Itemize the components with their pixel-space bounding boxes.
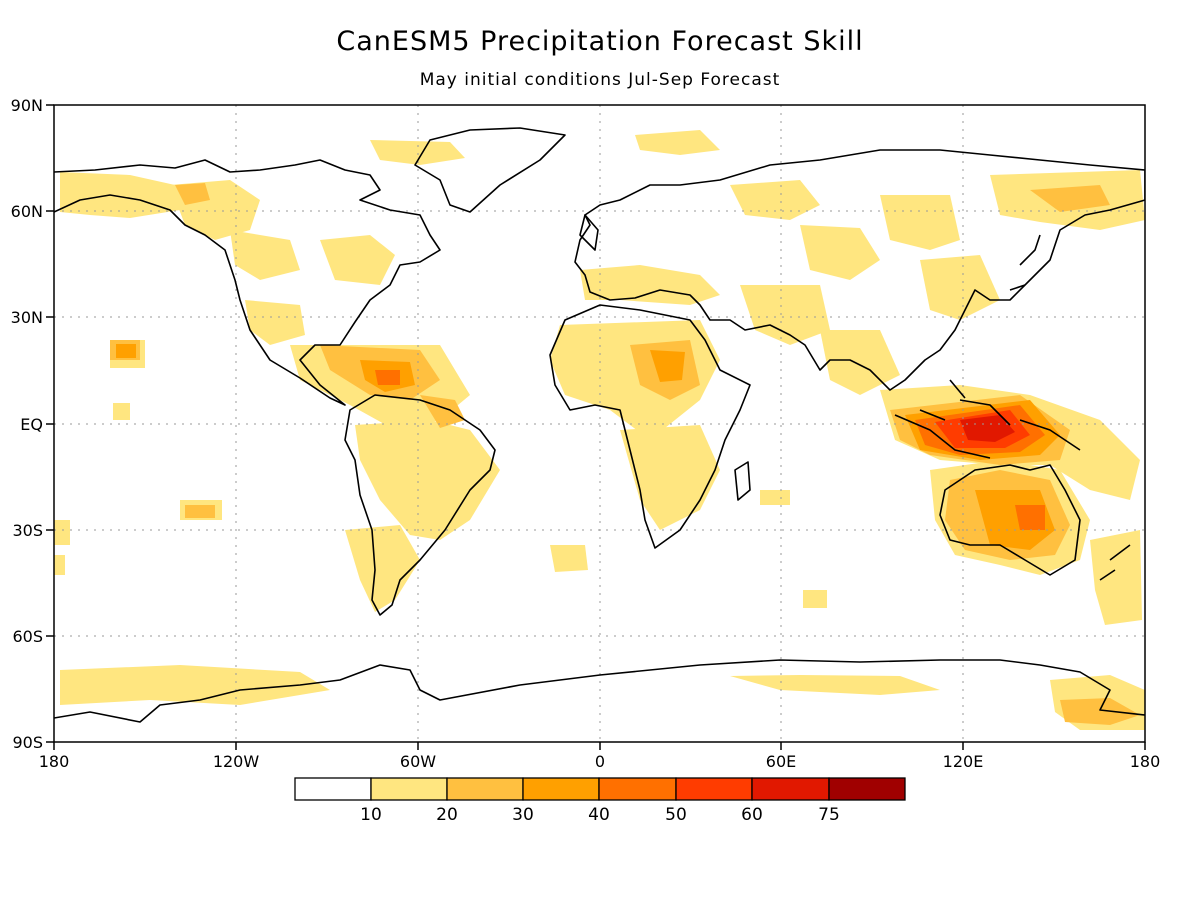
skill-patch [620,425,720,530]
lat-label: EQ [20,415,43,434]
lon-labels: 180 120W 60W 0 60E 120E 180 [39,752,1161,771]
coast-eurasia [574,149,1145,391]
skill-patch [550,545,588,572]
graticule [54,105,1145,742]
coast-nz [1099,544,1131,581]
skill-patch [635,130,720,155]
colorbar-label: 60 [741,805,763,825]
lon-label: 60W [400,752,436,771]
skill-patch [730,675,940,695]
skill-patch [60,172,180,218]
skill-shading [54,130,1145,730]
lat-labels: 90N 60N 30N EQ 30S 60S 90S [11,96,43,752]
colorbar-swatch [598,777,677,801]
skill-patch [320,235,395,285]
colorbar-label: 30 [512,805,534,825]
coast-australia [939,464,1081,576]
skill-patch [245,300,305,345]
map-subtitle: May initial conditions Jul-Sep Forecast [419,70,781,90]
lon-label: 60E [766,752,796,771]
skill-patch [580,265,720,305]
lon-label: 180 [1130,752,1161,771]
axis-ticks [46,104,1146,750]
coast-japan [1009,234,1041,291]
lat-label: 30N [11,308,43,327]
skill-patch [1030,185,1110,212]
coast-south-america [344,394,496,616]
skill-patch [54,555,65,575]
skill-patch [116,344,136,358]
coast-uk [579,214,599,251]
coastlines [54,127,1145,723]
coast-madagascar [734,461,751,501]
skill-patch [60,665,330,705]
lat-label: 30S [12,521,43,540]
skill-patch [760,490,790,505]
colorbar: 10 20 30 40 50 60 75 [294,777,906,825]
skill-patch [730,180,820,220]
colorbar-swatch [675,777,753,801]
lat-label: 90N [11,96,43,115]
lon-label: 120E [943,752,984,771]
colorbar-swatch [751,777,830,801]
skill-patch [1090,530,1142,625]
skill-patch [230,230,300,280]
coast-africa [549,304,751,549]
skill-patch [113,403,130,420]
skill-patch [370,140,465,165]
coast-greenland [414,127,566,213]
skill-patch [820,330,900,395]
skill-patch [54,520,70,545]
skill-patch [740,285,830,345]
skill-patch [920,255,1000,320]
lat-label: 90S [12,733,43,752]
skill-patch [800,225,880,280]
colorbar-label: 75 [818,805,840,825]
skill-patch [1015,505,1045,530]
skill-patch [185,505,215,518]
colorbar-swatch [446,777,524,801]
colorbar-swatch [828,777,906,801]
lat-label: 60N [11,202,43,221]
coast-north-america [54,159,441,406]
skill-patch [1060,698,1140,725]
colorbar-swatch [522,777,600,801]
coast-antarctica [54,659,1145,723]
skill-patch [960,415,1015,442]
colorbar-label: 40 [588,805,610,825]
colorbar-swatch [370,777,448,801]
colorbar-label: 20 [436,805,458,825]
skill-patch [803,590,827,608]
colorbar-label: 10 [360,805,382,825]
skill-patch [375,370,400,385]
skill-patch [650,350,685,382]
skill-patch [345,525,420,612]
lon-label: 0 [595,752,605,771]
skill-patch [175,183,210,205]
colorbar-label: 50 [665,805,687,825]
lon-label: 180 [39,752,70,771]
skill-patch [880,195,960,250]
coast-indonesia [894,379,1081,459]
skill-patch [355,420,500,540]
map-title: CanESM5 Precipitation Forecast Skill [336,26,864,57]
lat-label: 60S [12,627,43,646]
lon-label: 120W [213,752,260,771]
colorbar-swatch [294,777,372,801]
